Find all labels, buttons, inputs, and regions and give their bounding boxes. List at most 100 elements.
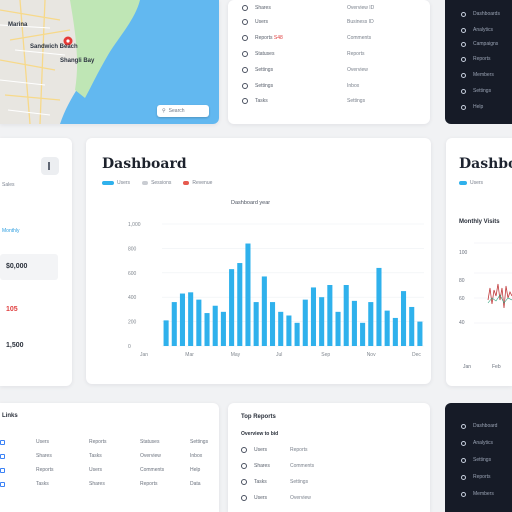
table-header: Links — [2, 413, 18, 419]
row-checkbox[interactable] — [0, 440, 5, 445]
list-item[interactable]: Shares Comments — [241, 461, 416, 471]
table-cell: Overview — [140, 453, 161, 459]
chart-bar[interactable] — [417, 321, 423, 346]
nav-item[interactable]: Settings — [461, 86, 491, 96]
list-item[interactable]: Settings Overview — [242, 65, 416, 75]
nav-item[interactable]: Reports — [461, 472, 491, 482]
nav-item[interactable]: Settings — [461, 455, 491, 465]
list-item[interactable]: Users Business ID — [242, 17, 416, 27]
table-cell: Shares — [36, 453, 52, 459]
nav-item[interactable]: Help — [461, 102, 483, 112]
chart-legend: Users Sessions Revenue — [102, 180, 212, 186]
chart-title: Dashboard year — [231, 200, 271, 206]
nav-item[interactable]: Members — [461, 70, 494, 80]
circle-icon — [461, 72, 466, 78]
nav-item[interactable]: Analytics — [461, 438, 493, 448]
links-table: Links Users Reports Statuses Settings Shares… — [0, 403, 219, 512]
list-item[interactable]: Tasks Settings — [241, 477, 416, 487]
chart-bar[interactable] — [188, 292, 194, 346]
y-tick: 60 — [459, 296, 465, 302]
chart-bar[interactable] — [368, 302, 374, 346]
chart-bar[interactable] — [400, 291, 407, 346]
table-cell: Help — [190, 467, 201, 473]
x-tick-label: Jul — [276, 352, 282, 358]
list-item[interactable]: Users Overview — [241, 493, 416, 503]
table-cell: Settings — [190, 439, 209, 445]
chart-bar[interactable] — [269, 302, 276, 346]
chart-bar[interactable] — [384, 310, 390, 346]
x-tick-label: Dec — [412, 352, 421, 358]
y-tick-label: 0 — [128, 344, 131, 350]
chart-bar[interactable] — [163, 320, 169, 346]
top-list-panel: Shares Overview ID Users Business ID Repor… — [228, 0, 430, 124]
map-panel[interactable]: Sandwich Beach Shangli Bay Marina ⚲ Sear… — [0, 0, 219, 124]
chart-bar[interactable] — [351, 300, 357, 346]
chart-bar[interactable] — [343, 285, 349, 346]
chart-bar[interactable] — [253, 302, 259, 346]
chart-bar[interactable] — [171, 302, 177, 346]
x-tick-label: Nov — [367, 352, 376, 358]
list-item[interactable]: Shares Overview ID — [242, 3, 416, 13]
circle-icon — [461, 423, 466, 429]
chart-bar[interactable] — [319, 297, 325, 346]
chart-bar[interactable] — [245, 243, 251, 346]
chart-bar[interactable] — [392, 317, 398, 346]
circle-icon — [461, 11, 466, 17]
chart-bar[interactable] — [179, 293, 186, 346]
nav-item[interactable]: Dashboards — [461, 9, 500, 19]
chart-bar[interactable] — [261, 276, 267, 346]
row-checkbox[interactable] — [0, 454, 5, 459]
circle-icon — [461, 104, 466, 110]
list-item[interactable]: Settings Inbox — [242, 81, 416, 91]
chart-bar[interactable] — [376, 267, 382, 346]
chart-bar[interactable] — [310, 287, 317, 346]
chart-bar[interactable] — [294, 322, 300, 346]
list-item-value: Comments — [290, 463, 315, 469]
circle-icon — [242, 19, 248, 25]
table-cell: Inbox — [190, 453, 203, 459]
circle-icon — [461, 88, 466, 94]
table-cell: Tasks — [36, 481, 49, 487]
chart-bar[interactable] — [220, 311, 226, 346]
row-checkbox[interactable] — [0, 482, 5, 487]
nav-item[interactable]: Dashboard — [461, 421, 497, 431]
circle-icon — [461, 41, 466, 47]
table-cell: Tasks — [89, 453, 102, 459]
chart-bar[interactable] — [409, 306, 415, 346]
legend-item[interactable]: Revenue — [183, 180, 212, 186]
list-item[interactable]: Reports S48 Comments — [242, 33, 416, 43]
list-item-value: Settings — [290, 479, 309, 485]
bottom-nav-panel: Dashboard Analytics Settings Reports Mem… — [445, 403, 512, 512]
legend-item[interactable]: Sessions — [142, 180, 171, 186]
chart-bar[interactable] — [237, 263, 243, 346]
menu-button[interactable] — [41, 157, 59, 175]
chart-bar[interactable] — [360, 322, 366, 346]
chart-bar[interactable] — [327, 285, 333, 346]
list-item[interactable]: Tasks Settings — [242, 96, 416, 106]
stat-link[interactable]: Monthly — [2, 228, 20, 234]
nav-item[interactable]: Campaigns — [461, 39, 498, 49]
chart-bar[interactable] — [335, 311, 341, 346]
nav-item[interactable]: Analytics — [461, 25, 493, 35]
map-search-input[interactable]: ⚲ Search — [157, 105, 209, 117]
nav-item[interactable]: Members — [461, 489, 494, 499]
nav-item[interactable]: Reports — [461, 54, 491, 64]
legend-item[interactable]: Users — [102, 180, 130, 186]
map-canvas[interactable] — [0, 0, 219, 124]
row-checkbox[interactable] — [0, 468, 5, 473]
chart-bar[interactable] — [204, 313, 210, 346]
chart-bar[interactable] — [196, 299, 202, 346]
circle-icon — [461, 491, 466, 497]
chart-bar[interactable] — [278, 311, 284, 346]
chart-bar[interactable] — [286, 315, 292, 347]
chart-bar[interactable] — [212, 305, 218, 346]
table-cell: Reports — [140, 481, 158, 487]
table-cell: Reports — [36, 467, 54, 473]
secondary-title: Dashboard — [459, 156, 512, 172]
chart-bar[interactable] — [229, 269, 235, 346]
chart-bar[interactable] — [302, 299, 308, 346]
dashboard-secondary-panel: Dashboard Users Monthly Visits 100 80 60… — [446, 138, 512, 386]
list-item[interactable]: Users Reports — [241, 445, 416, 455]
circle-icon — [242, 35, 248, 41]
list-item[interactable]: Statuses Reports — [242, 49, 416, 59]
